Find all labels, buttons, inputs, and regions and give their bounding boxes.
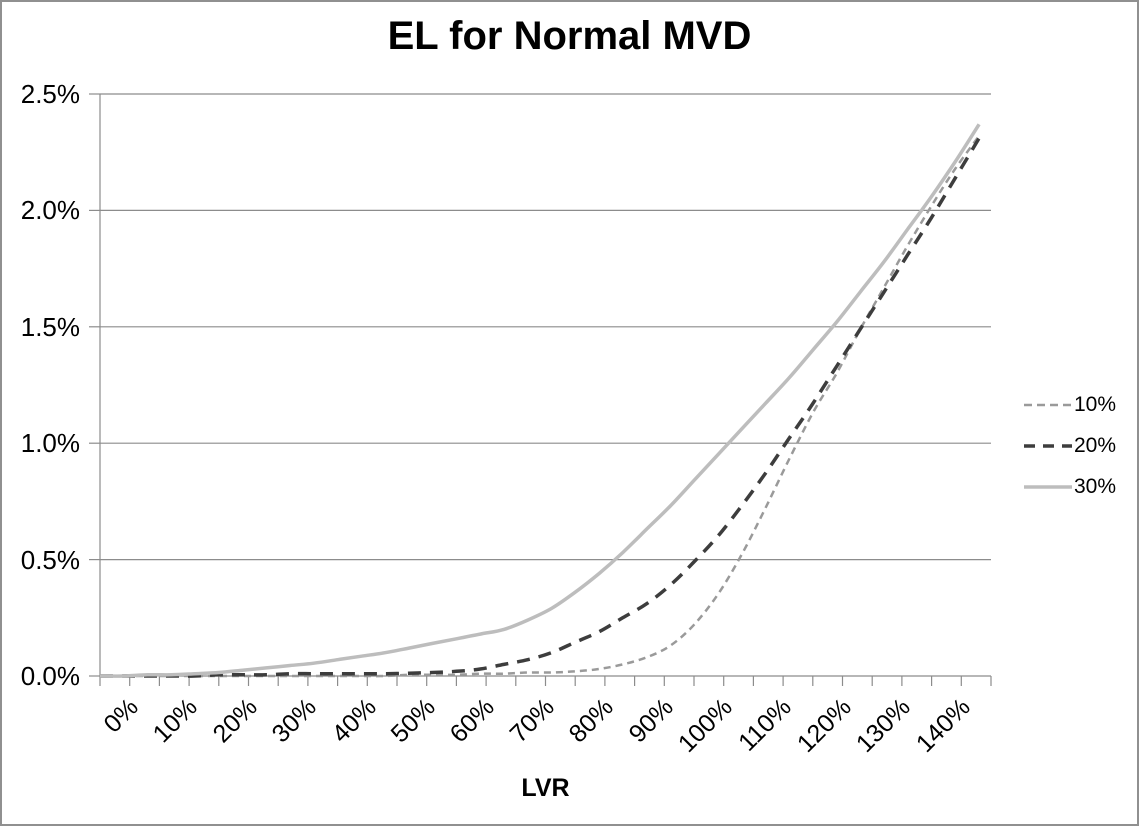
legend-label-20%: 20% xyxy=(1074,433,1117,457)
y-tick-label-0.5%: 0.5% xyxy=(20,544,80,575)
legend-item-10%: 10% xyxy=(1024,384,1116,425)
series-line-20% xyxy=(99,137,981,678)
legend-line-sample-30% xyxy=(1024,484,1072,489)
y-tick-label-1.5%: 1.5% xyxy=(20,311,80,342)
series-line-30% xyxy=(99,123,981,678)
y-tick-label-1.0%: 1.0% xyxy=(20,428,80,459)
y-tick-label-2.5%: 2.5% xyxy=(20,79,80,109)
legend-item-20%: 20% xyxy=(1024,425,1116,466)
legend-label-30%: 30% xyxy=(1074,474,1117,498)
y-tick-label-0.0%: 0.0% xyxy=(20,661,80,691)
legend-label-10%: 10% xyxy=(1074,392,1117,416)
y-tick-label-2.0%: 2.0% xyxy=(20,195,80,226)
legend-item-30%: 30% xyxy=(1024,466,1116,507)
chart-title: EL for Normal MVD xyxy=(387,14,752,58)
legend-line-sample-20% xyxy=(1024,443,1072,448)
legend-line-sample-10% xyxy=(1024,403,1072,406)
series-line-10% xyxy=(99,135,981,678)
legend: 10% 20% 30% xyxy=(1024,384,1116,507)
x-axis-title: LVR xyxy=(521,774,570,802)
